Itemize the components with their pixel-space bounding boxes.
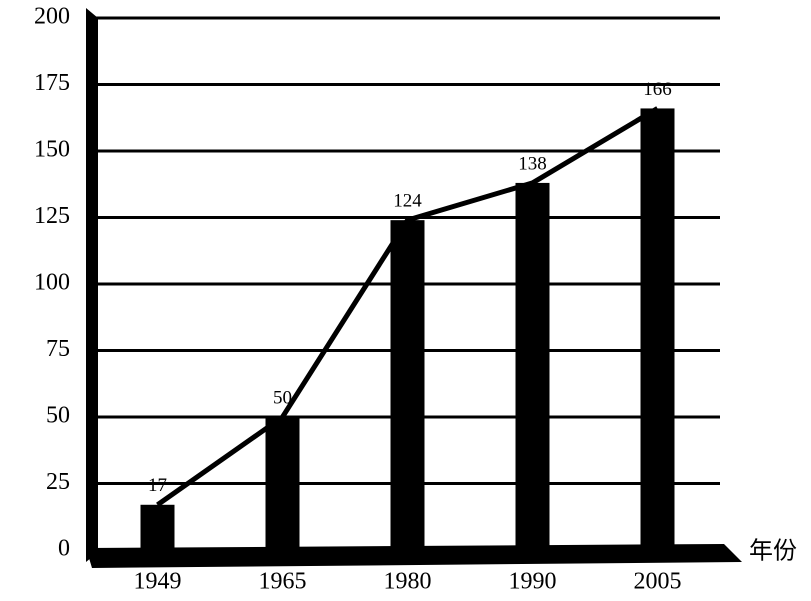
trend-line [156,106,659,507]
x-tick-label: 1949 [134,569,182,595]
bar [265,417,300,550]
x-tick-label: 1980 [384,569,432,595]
y-tick-label: 200 [34,4,70,30]
y-tick-label: 100 [34,270,70,296]
y-tick-label: 175 [34,70,70,96]
y-tick-label: 50 [46,403,70,429]
value-label: 166 [643,79,672,100]
value-label: 124 [393,191,422,212]
value-label: 138 [518,153,547,174]
y-tick-label: 75 [46,336,70,362]
value-label: 17 [148,475,167,496]
x-axis-label: 年份 [749,538,797,565]
y-tick-label: 150 [34,137,70,163]
x-tick-label: 1990 [509,569,557,595]
bar [515,182,550,551]
x-tick-label: 1965 [259,569,307,595]
y-tick-label: 25 [46,469,70,495]
y-tick-label: 125 [34,203,70,229]
value-label: 50 [273,387,292,408]
bar [390,220,425,550]
bar [640,108,675,550]
bar [140,504,175,550]
y-tick-label: 0 [58,536,70,562]
x-tick-label: 2005 [634,569,682,595]
left-wall [86,8,98,562]
